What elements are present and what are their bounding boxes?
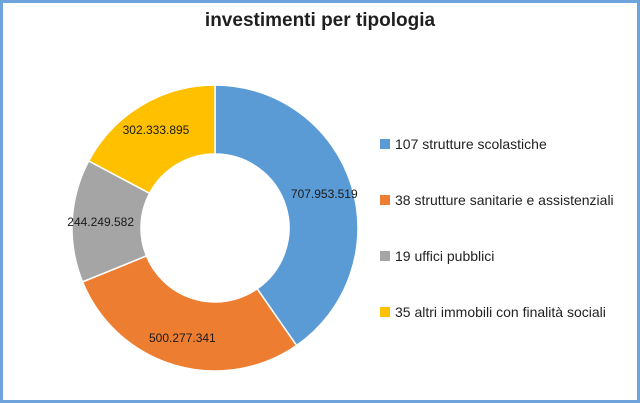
legend-label: 107 strutture scolastiche	[395, 136, 547, 152]
legend-item-38-strutture-sanitarie-e-assistenziali: 38 strutture sanitarie e assistenziali	[380, 190, 614, 210]
legend-item-35-altri-immobili-con-finalit-sociali: 35 altri immobili con finalità sociali	[380, 302, 606, 322]
legend-label: 38 strutture sanitarie e assistenziali	[395, 192, 614, 208]
legend-swatch	[380, 139, 390, 149]
legend-swatch	[380, 307, 390, 317]
legend-label: 19 uffici pubblici	[395, 248, 495, 264]
donut-slice-107-strutture-scolastiche	[214, 84, 359, 347]
legend-swatch	[380, 195, 390, 205]
data-label-35-altri-immobili-con-finalit-sociali: 302.333.895	[123, 123, 190, 137]
legend-item-107-strutture-scolastiche: 107 strutture scolastiche	[380, 134, 547, 154]
donut-slice-38-strutture-sanitarie-e-assistenziali	[81, 254, 298, 372]
data-label-107-strutture-scolastiche: 707.953.519	[291, 187, 358, 201]
legend-label: 35 altri immobili con finalità sociali	[395, 304, 606, 320]
data-label-38-strutture-sanitarie-e-assistenziali: 500.277.341	[149, 331, 216, 345]
data-label-19-uffici-pubblici: 244.249.582	[67, 215, 134, 229]
legend-swatch	[380, 251, 390, 261]
legend-item-19-uffici-pubblici: 19 uffici pubblici	[380, 246, 494, 266]
chart-title: investimenti per tipologia	[204, 10, 436, 31]
donut-slice-35-altri-immobili-con-finalit-sociali	[87, 84, 216, 195]
